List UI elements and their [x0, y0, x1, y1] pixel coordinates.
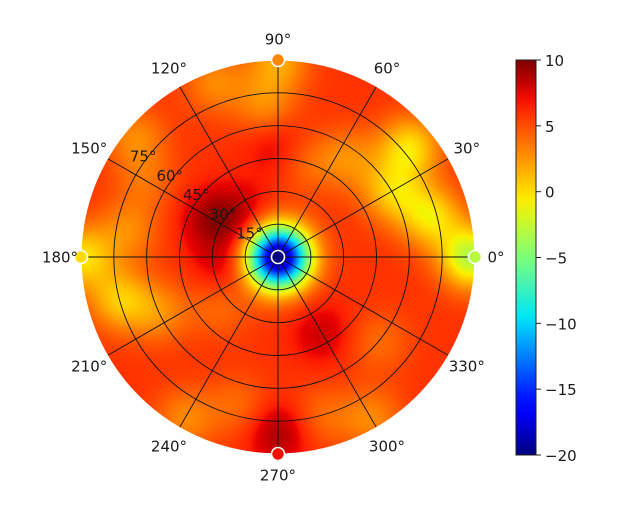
radial-tick-label: 60°	[156, 167, 183, 185]
plot-area: 0° 30° 60° 90° 120° 150° 180° 210° 240° 270° 300° 3…	[42, 31, 505, 485]
angular-tick-label: 0°	[487, 249, 504, 267]
edge-markers	[73, 52, 483, 462]
angular-tick-label: 30°	[453, 140, 480, 158]
edge-marker-3	[270, 446, 286, 462]
angular-grid-line-210	[107, 256, 279, 356]
colorbar-tick-label: 0	[545, 184, 555, 202]
colorbar-tick-label: −15	[545, 381, 577, 399]
colorbar-tick-label: −5	[545, 250, 567, 268]
angular-tick-label: 300°	[369, 437, 405, 455]
angular-tick-label: 240°	[151, 437, 187, 455]
colorbar-tick-label: −10	[545, 315, 577, 333]
angular-grid-line-240	[179, 256, 279, 428]
angular-grid-line-300	[277, 256, 377, 428]
colorbar-tick-label: 5	[545, 118, 555, 136]
radial-tick-label: 15°	[236, 225, 263, 243]
edge-marker-4	[270, 249, 286, 265]
angular-grid-line-150	[107, 158, 279, 258]
angular-grid-line-30	[277, 158, 449, 258]
colorbar-tick-label: −20	[545, 447, 577, 465]
angular-tick-label: 120°	[151, 60, 187, 78]
colorbar-gradient	[515, 59, 537, 456]
edge-marker-1	[270, 52, 286, 68]
colorbar-ticks: −20 −15 −10 −5 0 5 10	[536, 52, 577, 465]
edge-marker-2	[73, 249, 89, 265]
angular-tick-label: 60°	[374, 60, 401, 78]
angular-tick-label: 270°	[260, 467, 296, 485]
radial-tick-label: 45°	[183, 186, 210, 204]
angular-grid-line-330	[277, 256, 449, 356]
angular-tick-label: 180°	[42, 249, 78, 267]
angular-tick-label: 330°	[449, 358, 485, 376]
angular-grid-line-120	[179, 86, 279, 258]
angular-tick-label: 150°	[71, 140, 107, 158]
angular-tick-label: 90°	[265, 31, 292, 49]
radial-tick-label: 75°	[130, 148, 157, 166]
radial-tick-label: 30°	[210, 205, 237, 223]
colorbar-tick-label: 10	[545, 52, 564, 70]
angular-tick-label: 210°	[71, 358, 107, 376]
angular-grid-line-60	[277, 86, 377, 258]
colorbar: −20 −15 −10 −5 0 5 10	[515, 52, 577, 465]
edge-marker-0	[467, 249, 483, 265]
angular-tick-labels: 0° 30° 60° 90° 120° 150° 180° 210° 240° 270° 300° 3…	[42, 31, 505, 485]
radial-tick-labels: 15° 30°45°60°75°	[130, 148, 263, 243]
